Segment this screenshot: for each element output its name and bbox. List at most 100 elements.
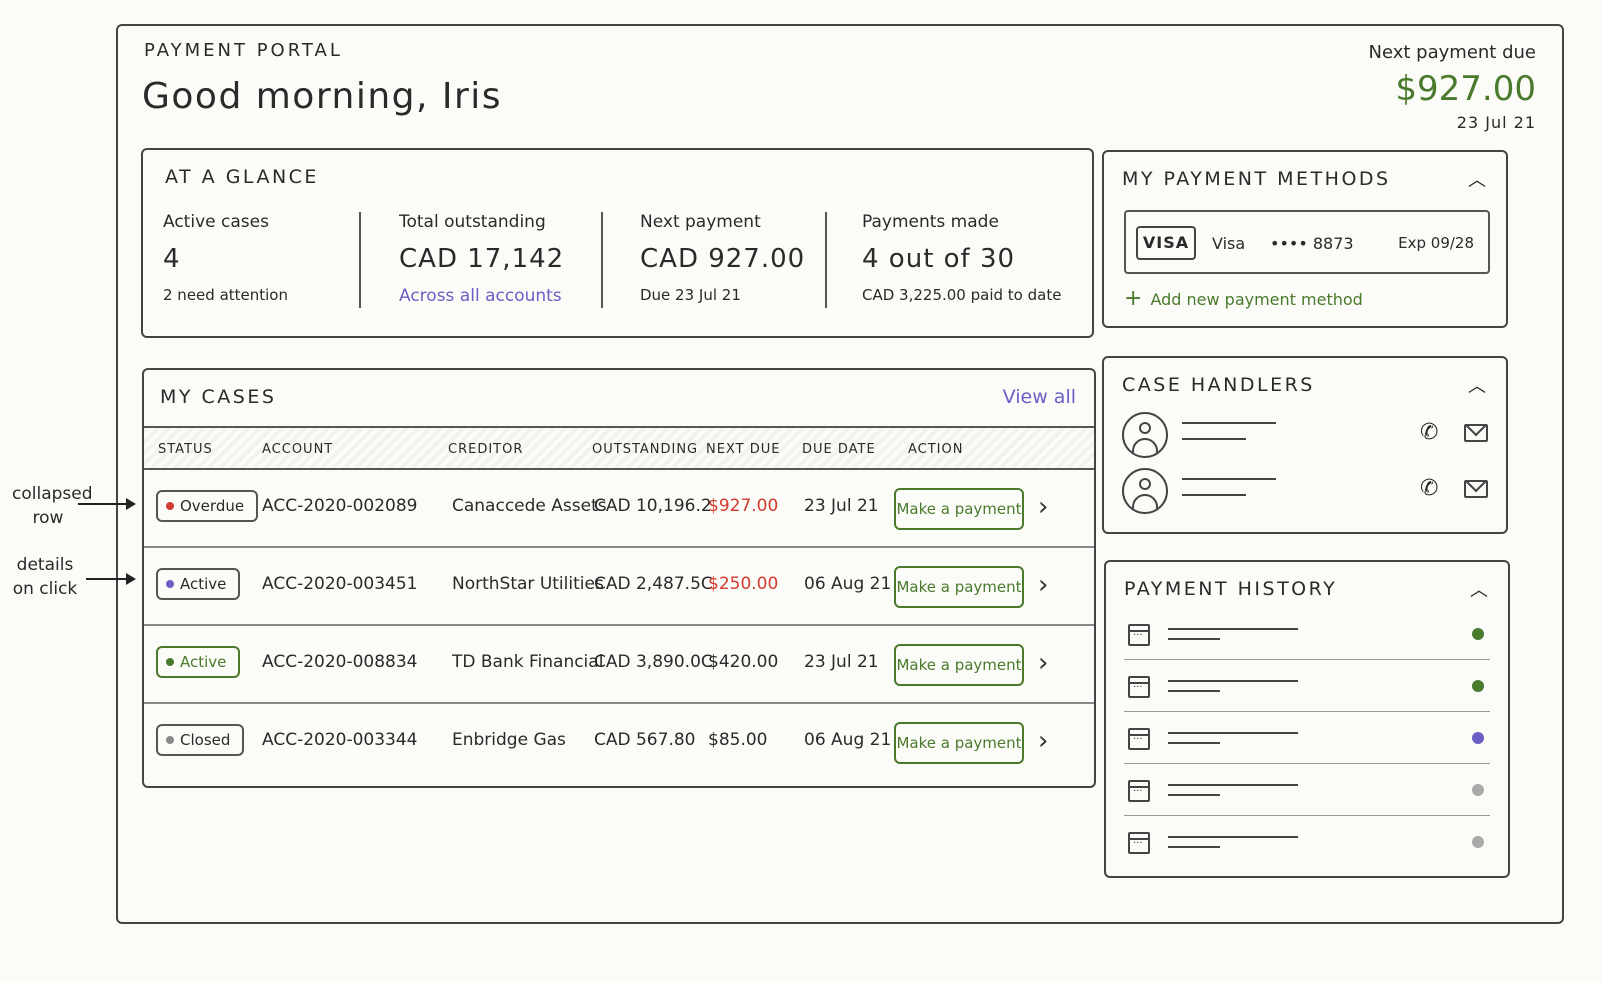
next-payment-due: Next payment due $927.00 23 Jul 21 bbox=[1369, 42, 1536, 132]
make-payment-button[interactable]: Make a payment bbox=[894, 722, 1024, 764]
history-item[interactable] bbox=[1124, 764, 1490, 816]
avatar bbox=[1122, 468, 1168, 514]
make-payment-button[interactable]: Make a payment bbox=[894, 644, 1024, 686]
stat-value: CAD 17,142 bbox=[399, 244, 565, 274]
divider bbox=[601, 212, 603, 308]
divider bbox=[359, 212, 361, 308]
cell-next-due: $250.00 bbox=[708, 574, 779, 594]
history-item[interactable] bbox=[1124, 816, 1490, 868]
card-name: Visa bbox=[1212, 234, 1246, 253]
handlers-title: CASE HANDLERS bbox=[1122, 374, 1315, 396]
chevron-right-icon[interactable]: › bbox=[1038, 648, 1049, 678]
column-header: STATUS bbox=[158, 442, 213, 457]
calendar-icon bbox=[1128, 780, 1150, 802]
stat-label: Payments made bbox=[862, 212, 999, 232]
mail-icon[interactable] bbox=[1464, 424, 1488, 442]
divider bbox=[825, 212, 827, 308]
phone-icon[interactable]: ✆ bbox=[1420, 476, 1439, 501]
stat-value: 4 bbox=[163, 244, 181, 274]
history-title: PAYMENT HISTORY bbox=[1124, 578, 1338, 600]
cell-outstanding: CAD 3,890.0C bbox=[594, 652, 713, 672]
chevron-up-icon[interactable]: ︿ bbox=[1470, 580, 1488, 601]
chevron-up-icon[interactable]: ︿ bbox=[1468, 376, 1486, 397]
chevron-right-icon[interactable]: › bbox=[1038, 726, 1049, 756]
column-header: DUE DATE bbox=[802, 442, 876, 457]
table-row[interactable]: Closed ACC-2020-003344 Enbridge Gas CAD 567… bbox=[144, 704, 1094, 782]
phone-icon[interactable]: ✆ bbox=[1420, 420, 1439, 445]
cell-next-due: $420.00 bbox=[708, 652, 779, 672]
status-label: Overdue bbox=[180, 497, 245, 515]
payment-history-panel: PAYMENT HISTORY ︿ bbox=[1104, 560, 1510, 878]
table-row[interactable]: Overdue ACC-2020-002089 Canaccede Assets CA… bbox=[144, 470, 1094, 548]
case-handlers-panel: CASE HANDLERS ︿ ✆ ✆ bbox=[1102, 356, 1508, 534]
chevron-right-icon[interactable]: › bbox=[1038, 492, 1049, 522]
table-row[interactable]: Active ACC-2020-008834 TD Bank Financial CA… bbox=[144, 626, 1094, 704]
mail-icon[interactable] bbox=[1464, 480, 1488, 498]
placeholder-line bbox=[1168, 732, 1298, 734]
make-payment-button[interactable]: Make a payment bbox=[894, 488, 1024, 530]
stat-value: 4 out of 30 bbox=[862, 244, 1016, 274]
status-dot bbox=[166, 580, 174, 588]
stat-next-payment: Next payment CAD 927.00 Due 23 Jul 21 bbox=[640, 212, 805, 304]
stat-label: Total outstanding bbox=[399, 212, 546, 232]
chevron-up-icon[interactable]: ︿ bbox=[1468, 170, 1486, 191]
cell-account: ACC-2020-003344 bbox=[262, 730, 418, 750]
placeholder-line bbox=[1182, 438, 1246, 440]
my-cases-panel: MY CASES View all STATUS ACCOUNT CREDITO… bbox=[142, 368, 1096, 788]
cell-creditor: NorthStar Utilities bbox=[452, 574, 604, 594]
across-accounts-link[interactable]: Across all accounts bbox=[399, 286, 562, 306]
make-payment-button[interactable]: Make a payment bbox=[894, 566, 1024, 608]
column-header: ACCOUNT bbox=[262, 442, 334, 457]
status-dot bbox=[1472, 836, 1484, 848]
portal-frame bbox=[116, 24, 1564, 924]
history-item[interactable] bbox=[1124, 608, 1490, 660]
calendar-icon bbox=[1128, 676, 1150, 698]
cell-due-date: 23 Jul 21 bbox=[804, 496, 879, 516]
placeholder-line bbox=[1168, 742, 1220, 744]
annotation-details: details on click bbox=[12, 555, 78, 599]
table-header: STATUS ACCOUNT CREDITOR OUTSTANDING NEXT… bbox=[144, 426, 1094, 470]
annotation-arrow bbox=[78, 498, 136, 510]
annotation-collapsed: collapsed row bbox=[12, 484, 93, 528]
column-header: NEXT DUE bbox=[706, 442, 781, 457]
view-all-link[interactable]: View all bbox=[1002, 386, 1076, 408]
saved-card[interactable]: VISA Visa •••• 8873 Exp 09/28 bbox=[1124, 210, 1490, 274]
column-header: OUTSTANDING bbox=[592, 442, 699, 457]
placeholder-line bbox=[1168, 638, 1220, 640]
stat-sub: CAD 3,225.00 paid to date bbox=[862, 286, 1062, 304]
placeholder-line bbox=[1182, 494, 1246, 496]
status-dot bbox=[1472, 732, 1484, 744]
next-due-label: Next payment due bbox=[1368, 42, 1536, 63]
placeholder-line bbox=[1168, 784, 1298, 786]
card-number: •••• 8873 bbox=[1270, 234, 1354, 253]
placeholder-line bbox=[1168, 690, 1220, 692]
portal-eyebrow: PAYMENT PORTAL bbox=[144, 40, 343, 61]
stat-payments-made: Payments made 4 out of 30 CAD 3,225.00 p… bbox=[862, 212, 1061, 304]
cell-creditor: Enbridge Gas bbox=[452, 730, 566, 750]
cell-creditor: TD Bank Financial bbox=[452, 652, 604, 672]
placeholder-line bbox=[1182, 422, 1276, 424]
chevron-right-icon[interactable]: › bbox=[1038, 570, 1049, 600]
status-badge: Active bbox=[156, 568, 241, 600]
status-label: Active bbox=[180, 653, 227, 671]
table-row[interactable]: Active ACC-2020-003451 NorthStar Utilities… bbox=[144, 548, 1094, 626]
history-item[interactable] bbox=[1124, 660, 1490, 712]
cell-account: ACC-2020-008834 bbox=[262, 652, 418, 672]
payment-methods-panel: MY PAYMENT METHODS ︿ VISA Visa •••• 8873… bbox=[1102, 150, 1508, 328]
column-header: ACTION bbox=[908, 442, 964, 457]
stat-total-outstanding: Total outstanding CAD 17,142 Across all … bbox=[399, 212, 564, 306]
avatar bbox=[1122, 412, 1168, 458]
placeholder-line bbox=[1168, 680, 1298, 682]
status-dot bbox=[1472, 784, 1484, 796]
add-payment-method-button[interactable]: + Add new payment method bbox=[1124, 286, 1363, 311]
annotation-arrow bbox=[86, 573, 136, 585]
cell-next-due: $927.00 bbox=[708, 496, 779, 516]
cell-outstanding: CAD 567.80 bbox=[594, 730, 696, 750]
visa-logo: VISA bbox=[1136, 226, 1196, 260]
status-dot bbox=[166, 736, 174, 744]
history-item[interactable] bbox=[1124, 712, 1490, 764]
handler-item: ✆ bbox=[1122, 412, 1492, 460]
cell-outstanding: CAD 10,196.2 bbox=[594, 496, 712, 516]
status-dot bbox=[1472, 628, 1484, 640]
cell-account: ACC-2020-002089 bbox=[262, 496, 418, 516]
